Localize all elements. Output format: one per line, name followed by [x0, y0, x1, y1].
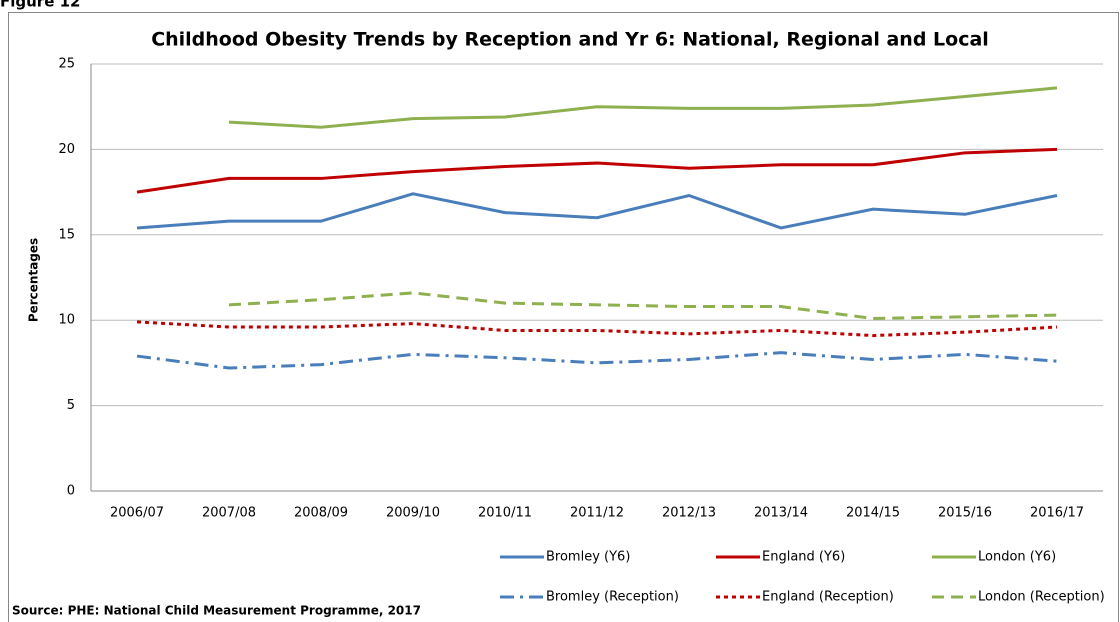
x-tick-label: 2009/10	[386, 506, 440, 521]
y-tick-label: 25	[58, 57, 75, 72]
y-axis-title: Percentages	[27, 238, 41, 322]
x-tick-label: 2013/14	[754, 506, 808, 521]
series-line	[228, 291, 1058, 320]
figure-label: Figure 12	[0, 0, 80, 11]
x-tick-label: 2014/15	[846, 506, 900, 521]
x-tick-label: 2011/12	[570, 506, 624, 521]
x-tick-label: 2008/09	[294, 506, 348, 521]
series-line	[136, 351, 1058, 370]
legend-label: England (Reception)	[762, 590, 894, 605]
x-tick-label: 2007/08	[202, 506, 256, 521]
legend-label: Bromley (Y6)	[546, 550, 630, 565]
y-tick-label: 5	[67, 398, 75, 413]
series-line	[228, 86, 1058, 129]
y-tick-label: 15	[58, 227, 75, 242]
series-line	[136, 320, 1058, 338]
x-tick-label: 2015/16	[938, 506, 992, 521]
y-tick-label: 0	[67, 484, 75, 499]
x-tick-label: 2016/17	[1030, 506, 1084, 521]
chart-title: Childhood Obesity Trends by Reception an…	[151, 29, 989, 51]
y-tick-label: 10	[58, 313, 75, 328]
x-tick-label: 2010/11	[478, 506, 532, 521]
series-line	[136, 147, 1058, 194]
legend-label: London (Reception)	[978, 590, 1105, 605]
y-tick-label: 20	[58, 142, 75, 157]
legend-label: London (Y6)	[978, 550, 1056, 565]
source-note: Source: PHE: National Child Measurement …	[12, 604, 421, 618]
legend-label: England (Y6)	[762, 550, 845, 565]
x-tick-label: 2012/13	[662, 506, 716, 521]
x-tick-label: 2006/07	[110, 506, 164, 521]
legend-label: Bromley (Reception)	[546, 590, 679, 605]
series-line	[136, 192, 1058, 230]
